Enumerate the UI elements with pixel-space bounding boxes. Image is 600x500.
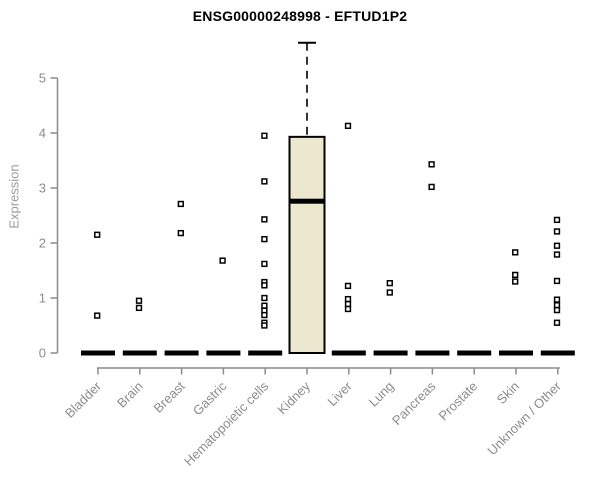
data-point-unknown-other-7 bbox=[553, 306, 561, 314]
y-tick-label-5: 5 bbox=[39, 71, 46, 86]
zero-bar-brain bbox=[122, 350, 157, 356]
data-point-hematopoietic-cells-6 bbox=[261, 282, 268, 289]
zero-bar-hematopoietic-cells bbox=[248, 350, 283, 356]
x-tick-label-skin: Skin bbox=[494, 379, 522, 407]
box-kidney bbox=[288, 135, 326, 354]
zero-bar-gastric bbox=[206, 350, 241, 356]
data-point-liver-0 bbox=[344, 122, 352, 129]
x-tick-label-unknown-other: Unknown / Other bbox=[484, 378, 564, 458]
data-point-liver-2 bbox=[344, 295, 352, 303]
data-point-unknown-other-6 bbox=[553, 302, 561, 309]
data-point-bladder-1 bbox=[94, 312, 101, 319]
data-point-brain-1 bbox=[135, 304, 143, 312]
data-point-unknown-other-3 bbox=[553, 251, 561, 258]
zero-bar-breast bbox=[164, 350, 199, 356]
y-tick-label-1: 1 bbox=[39, 291, 46, 306]
data-point-unknown-other-5 bbox=[553, 296, 561, 303]
zero-bar-prostate bbox=[457, 350, 492, 356]
data-point-pancreas-1 bbox=[428, 183, 435, 191]
x-tick-label-lung: Lung bbox=[366, 379, 397, 410]
x-tick-label-kidney: Kidney bbox=[274, 378, 313, 417]
x-tick-label-pancreas: Pancreas bbox=[389, 378, 439, 428]
zero-bar-unknown-other bbox=[540, 350, 575, 356]
y-tick-label-0: 0 bbox=[39, 346, 46, 361]
data-point-hematopoietic-cells-3 bbox=[261, 236, 268, 243]
y-tick-label-4: 4 bbox=[39, 126, 46, 141]
data-point-hematopoietic-cells-12 bbox=[261, 322, 268, 329]
median-line-kidney bbox=[289, 198, 325, 204]
zero-bar-bladder bbox=[81, 350, 115, 356]
data-point-pancreas-0 bbox=[428, 161, 435, 168]
x-tick-label-prostate: Prostate bbox=[435, 379, 480, 424]
zero-bar-lung bbox=[373, 350, 408, 356]
data-point-hematopoietic-cells-0 bbox=[261, 132, 268, 139]
data-point-lung-0 bbox=[386, 280, 393, 287]
chart-title: ENSG00000248998 - EFTUD1P2 bbox=[192, 8, 408, 24]
data-point-hematopoietic-cells-1 bbox=[261, 178, 268, 185]
data-point-hematopoietic-cells-8 bbox=[261, 302, 268, 309]
data-point-lung-1 bbox=[386, 289, 393, 296]
data-point-unknown-other-4 bbox=[553, 277, 561, 285]
data-point-breast-0 bbox=[177, 200, 184, 208]
x-tick-label-brain: Brain bbox=[114, 379, 146, 411]
y-tick-label-2: 2 bbox=[39, 236, 46, 251]
zero-bar-skin bbox=[499, 350, 533, 356]
data-point-bladder-0 bbox=[94, 231, 101, 238]
data-point-skin-0 bbox=[512, 249, 519, 256]
data-point-unknown-other-8 bbox=[553, 319, 561, 326]
y-tick-label-3: 3 bbox=[39, 181, 46, 196]
data-point-skin-2 bbox=[512, 278, 519, 285]
x-tick-label-liver: Liver bbox=[324, 378, 355, 409]
data-point-liver-3 bbox=[344, 300, 352, 308]
data-point-skin-1 bbox=[512, 271, 519, 279]
data-point-unknown-other-1 bbox=[553, 228, 561, 235]
data-point-liver-1 bbox=[344, 282, 352, 290]
x-tick-label-gastric: Gastric bbox=[190, 378, 230, 418]
data-point-hematopoietic-cells-10 bbox=[261, 311, 268, 319]
zero-bar-pancreas bbox=[415, 350, 450, 356]
data-point-unknown-other-2 bbox=[553, 242, 561, 249]
data-point-brain-0 bbox=[135, 297, 143, 304]
data-point-hematopoietic-cells-7 bbox=[261, 294, 268, 302]
data-point-unknown-other-0 bbox=[553, 216, 561, 224]
data-point-liver-4 bbox=[344, 305, 352, 313]
data-point-gastric-0 bbox=[219, 257, 226, 264]
x-tick-label-bladder: Bladder bbox=[62, 378, 105, 421]
data-point-hematopoietic-cells-4 bbox=[261, 260, 268, 268]
data-point-breast-1 bbox=[177, 229, 184, 237]
data-point-hematopoietic-cells-2 bbox=[261, 216, 268, 223]
x-tick-label-breast: Breast bbox=[151, 378, 188, 415]
zero-bar-liver bbox=[331, 350, 366, 356]
